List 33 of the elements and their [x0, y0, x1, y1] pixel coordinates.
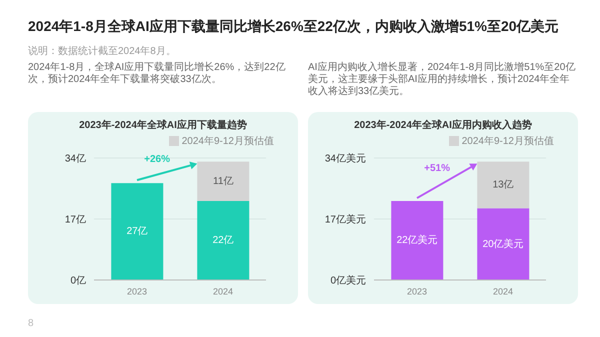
y-tick-label: 0亿 — [70, 276, 86, 287]
bar — [197, 162, 250, 202]
data-label: 20亿美元 — [482, 238, 524, 250]
annotation: +51% — [424, 162, 450, 174]
y-tick-label: 34亿 — [64, 154, 86, 165]
text: 8 — [28, 318, 34, 329]
chart-subtitle: 2024年1-8月，全球AI应用下载量同比增长26%，达到22亿次，预计2024年全年下载量将突破33亿次。 — [28, 62, 286, 86]
chart-title: 2023年-2024年全球AI应用下载量趋势 — [78, 118, 248, 132]
data-label: 22亿 — [212, 235, 234, 246]
bar — [391, 201, 444, 280]
y-tick-label: 17亿 — [64, 214, 86, 226]
bar — [477, 208, 530, 280]
data-label: 22亿美元 — [396, 234, 438, 246]
data-label: 27亿 — [126, 226, 148, 238]
text: 2024年1-8月全球AI应用下载量同比增长26%至22亿次，内购收入激增51%至20亿美元 — [28, 18, 559, 36]
chart-subtitle: AI应用内购收入增长显著，2024年1-8月同比激增51%至20亿美元，这主要缘于头部AI应用的持续增长，预计2024年全年收入将达到33亿美元。 — [308, 62, 576, 98]
chart-title: 2023年-2024年全球AI应用内购收入趋势 — [353, 118, 533, 132]
x-tick-label: 2024 — [492, 286, 514, 296]
data-label: 11亿 — [213, 176, 234, 187]
data-label: 13亿 — [492, 180, 514, 191]
x-tick-label: 2023 — [406, 286, 428, 296]
bar — [197, 201, 250, 280]
x-tick-label: 2023 — [126, 286, 148, 296]
y-tick-label: 17亿美元 — [324, 214, 366, 226]
x-tick-label: 2024 — [212, 286, 234, 296]
y-tick-label: 0亿美元 — [330, 274, 366, 287]
text: 说明：数据统计截至2024年8月。 — [28, 44, 176, 58]
legend-label: 2024年9-12月预估值 — [460, 135, 554, 148]
annotation: +26% — [144, 154, 170, 165]
legend-label: 2024年9-12月预估值 — [180, 135, 274, 148]
y-tick-label: 34亿美元 — [324, 152, 366, 165]
bar — [477, 162, 530, 208]
bar — [111, 183, 164, 280]
